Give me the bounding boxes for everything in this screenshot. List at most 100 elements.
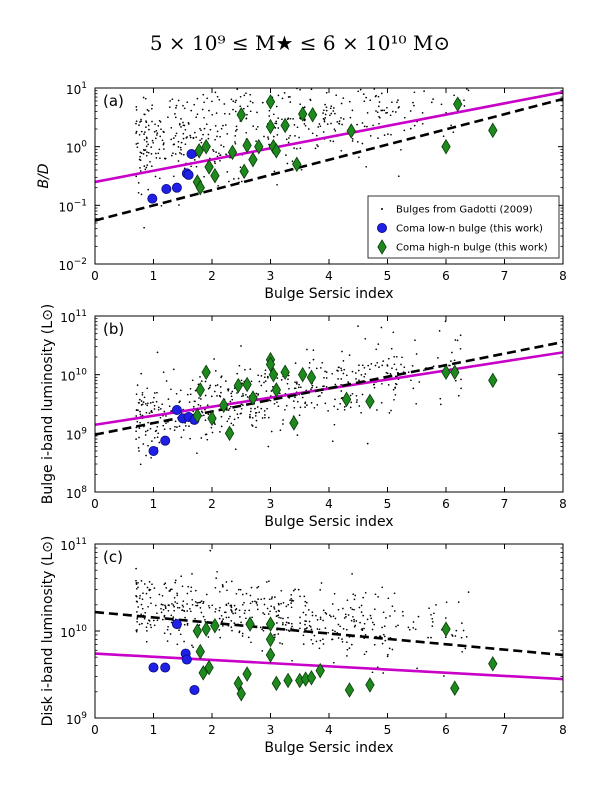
gadotti-point <box>366 618 369 621</box>
gadotti-point <box>375 94 377 97</box>
gadotti-point <box>301 396 304 399</box>
gadotti-point <box>294 84 296 86</box>
gadotti-point <box>216 135 218 138</box>
gadotti-point <box>186 610 189 612</box>
gadotti-point <box>421 112 424 114</box>
gadotti-point <box>341 638 343 640</box>
gadotti-point <box>349 394 352 397</box>
low-n-bulge-point <box>160 662 171 673</box>
gadotti-point <box>173 605 175 608</box>
x-tick-label: 6 <box>442 497 450 511</box>
gadotti-point <box>340 149 343 152</box>
gadotti-point <box>242 404 244 407</box>
gadotti-point <box>214 125 217 127</box>
gadotti-point <box>249 368 252 370</box>
gadotti-point <box>299 147 302 150</box>
gadotti-point <box>369 368 371 371</box>
gadotti-point <box>439 397 442 400</box>
gadotti-point <box>200 137 203 140</box>
gadotti-point <box>176 643 179 646</box>
gadotti-point <box>435 604 437 606</box>
gadotti-point <box>337 366 340 369</box>
gadotti-point <box>161 403 164 406</box>
gadotti-point <box>241 593 244 596</box>
gadotti-point <box>254 600 256 603</box>
gadotti-point <box>222 585 224 588</box>
gadotti-point <box>206 438 209 441</box>
gadotti-point <box>230 98 233 101</box>
gadotti-point <box>392 388 395 391</box>
gadotti-point <box>240 345 242 347</box>
gadotti-point <box>430 613 432 616</box>
gadotti-point <box>289 101 292 103</box>
gadotti-point <box>221 80 223 82</box>
gadotti-point <box>374 593 377 596</box>
gadotti-point <box>142 96 145 99</box>
gadotti-point <box>360 611 363 613</box>
gadotti-point <box>147 143 149 146</box>
gadotti-point <box>285 138 288 141</box>
gadotti-point <box>215 577 218 579</box>
gadotti-point <box>200 398 202 400</box>
high-n-bulge-point <box>245 616 255 632</box>
gadotti-point <box>354 594 357 597</box>
gadotti-point <box>150 626 152 629</box>
gadotti-point <box>160 611 163 614</box>
gadotti-point <box>199 127 201 130</box>
gadotti-point <box>168 106 171 108</box>
gadotti-point <box>270 390 273 392</box>
gadotti-point <box>315 640 318 643</box>
gadotti-point <box>298 414 301 417</box>
gadotti-point <box>296 126 299 129</box>
gadotti-point <box>138 427 141 429</box>
chart-panel-c: 0 1 2 3 4 5 6 7 8 109 1010 1011 (c) Bulge Sersic inde… <box>40 536 567 756</box>
gadotti-point <box>214 608 217 610</box>
gadotti-point <box>200 141 203 144</box>
gadotti-point <box>269 85 271 87</box>
gadotti-point <box>264 380 267 382</box>
high-n-bulge-point <box>195 643 205 660</box>
gadotti-point <box>373 643 376 646</box>
gadotti-point <box>373 88 376 90</box>
gadotti-point <box>204 380 207 383</box>
gadotti-point <box>463 99 465 102</box>
gadotti-point <box>349 606 352 609</box>
gadotti-point <box>230 580 233 583</box>
gadotti-point <box>220 415 223 418</box>
high-n-bulge-point <box>224 425 235 442</box>
gadotti-point <box>251 616 253 619</box>
high-n-bulge-point <box>192 623 203 639</box>
gadotti-point <box>282 622 284 624</box>
gadotti-point <box>156 134 158 136</box>
gadotti-point <box>322 609 325 612</box>
gadotti-point <box>242 393 244 395</box>
gadotti-point <box>390 133 392 136</box>
gadotti-point <box>234 101 237 104</box>
gadotti-point <box>272 113 275 116</box>
gadotti-point <box>293 406 296 409</box>
gadotti-point <box>308 624 311 627</box>
gadotti-point <box>333 592 336 595</box>
gadotti-point <box>271 596 273 598</box>
gadotti-point <box>432 98 434 100</box>
gadotti-point <box>340 390 343 392</box>
gadotti-point <box>286 162 289 165</box>
background-scatter <box>135 56 470 229</box>
gadotti-point <box>306 404 308 406</box>
gadotti-point <box>293 387 296 390</box>
high-n-bulge-point <box>488 655 498 672</box>
gadotti-point <box>263 83 265 85</box>
y-tick-label: 101 <box>66 81 87 97</box>
gadotti-point <box>162 424 165 427</box>
gadotti-point <box>407 626 410 629</box>
gadotti-point <box>159 408 162 410</box>
gadotti-point <box>331 603 334 605</box>
gadotti-point <box>332 661 335 664</box>
gadotti-point <box>289 117 292 120</box>
gadotti-point <box>244 609 246 612</box>
gadotti-point <box>316 56 318 58</box>
gadotti-point <box>148 128 150 131</box>
gadotti-point <box>245 393 247 396</box>
gadotti-point <box>226 589 228 592</box>
gadotti-point <box>412 387 415 390</box>
